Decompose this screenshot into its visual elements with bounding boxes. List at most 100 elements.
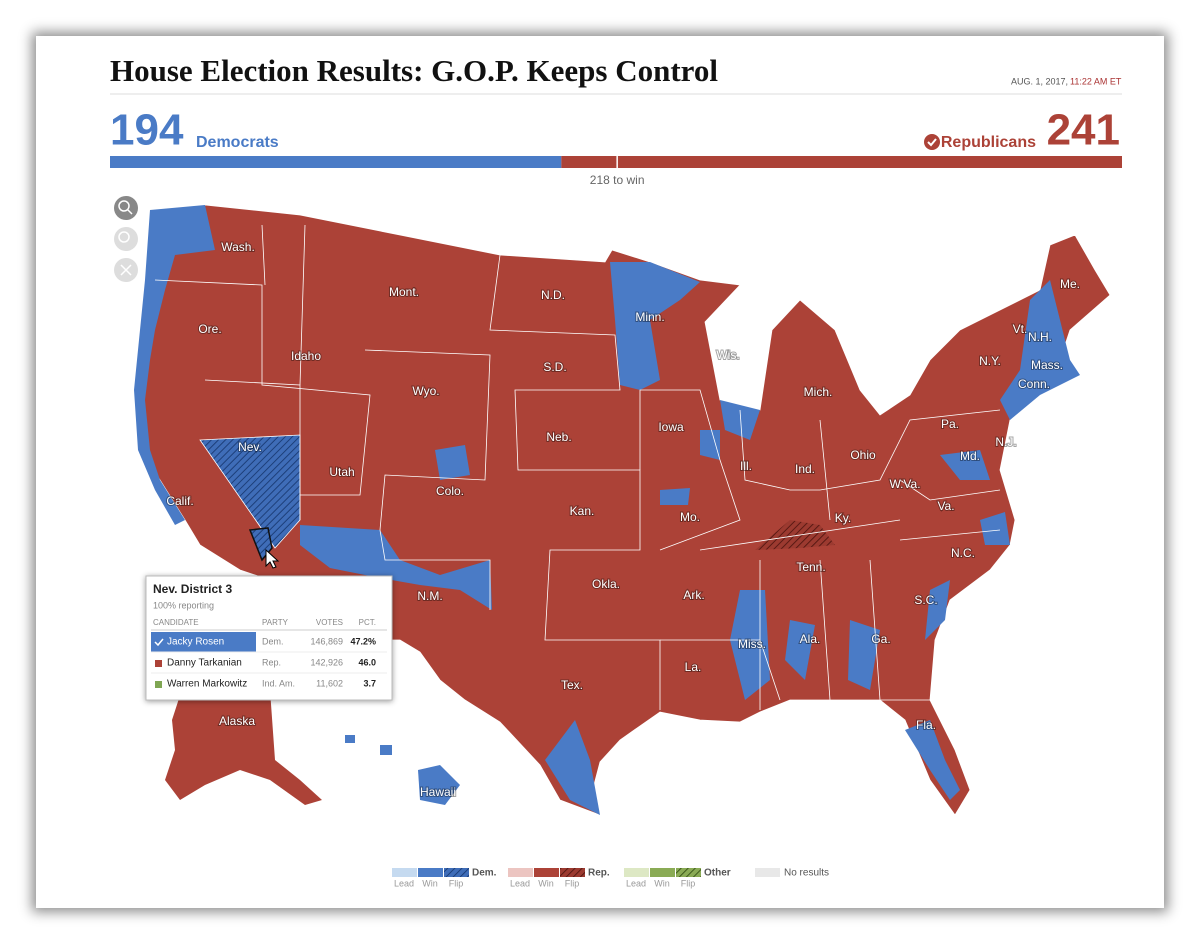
state-label: Wash. — [221, 240, 255, 254]
legend-swatch — [624, 868, 649, 877]
legend-item: Win — [538, 878, 554, 888]
legend-item: Win — [422, 878, 438, 888]
state-label: Minn. — [635, 310, 664, 324]
state-label: Mont. — [389, 285, 419, 299]
cell: Jacky Rosen — [167, 637, 224, 648]
legend-group: Dem. — [472, 868, 497, 879]
state-label: N.J. — [995, 435, 1016, 449]
legend-swatch — [650, 868, 675, 877]
flip-district — [755, 520, 835, 550]
legend-swatch — [676, 868, 701, 877]
rep-bar — [561, 156, 1122, 168]
time: 11:22 AM ET — [1070, 76, 1122, 86]
cell: 3.7 — [363, 678, 376, 688]
legend-swatch — [444, 868, 469, 877]
state-label: Mass. — [1031, 358, 1063, 372]
tooltip-reporting: 100% reporting — [153, 600, 214, 610]
state-label: Va. — [937, 499, 954, 513]
legend-item: Win — [654, 878, 670, 888]
legend-swatch — [392, 868, 417, 877]
check — [154, 638, 164, 647]
state-label: S.D. — [543, 360, 566, 374]
zoom-out[interactable] — [114, 227, 138, 251]
column-header: PARTY — [262, 618, 289, 627]
state-label: Nev. — [238, 440, 262, 454]
state-label: Wyo. — [412, 384, 439, 398]
majority-label: 218 to win — [590, 173, 645, 187]
state-label: N.Y. — [979, 354, 1001, 368]
state-label: Iowa — [658, 420, 684, 434]
dem-districts — [134, 205, 1080, 815]
column-header: VOTES — [316, 618, 343, 627]
legend-none: No results — [784, 868, 829, 879]
state-label: Neb. — [546, 430, 571, 444]
cell: 46.0 — [358, 657, 376, 667]
state-label: Ark. — [683, 588, 704, 602]
rep-seats: 241 — [1047, 106, 1120, 155]
legend-item: Flip — [681, 878, 696, 888]
state-label: Ore. — [198, 322, 221, 336]
state-label: Tenn. — [796, 560, 825, 574]
cell: Dem. — [262, 636, 284, 646]
legend-item: Flip — [449, 878, 464, 888]
highlight — [151, 632, 256, 652]
state-label: Pa. — [941, 417, 959, 431]
legend: Lead Win Flip Dem. Lead Win Flip Rep. Lead Win Fli… — [392, 868, 829, 888]
state-label: La. — [685, 660, 702, 674]
map: Wash. Ore. Calif. Nev. Idaho Mont. Wyo. Utah Col… — [134, 204, 1111, 816]
cell: 146,869 — [310, 636, 343, 646]
state-label: Ohio — [850, 448, 876, 462]
state-label: Me. — [1060, 277, 1080, 291]
state-label: Mich. — [804, 385, 833, 399]
state-label: Mo. — [680, 510, 700, 524]
dem-seats: 194 — [110, 106, 184, 155]
state-label: Conn. — [1018, 377, 1050, 391]
state-label: Ga. — [871, 632, 890, 646]
dem-bar — [110, 156, 562, 168]
state-label: Kan. — [570, 504, 595, 518]
state-label: Alaska — [219, 714, 255, 728]
cell: Danny Tarkanian — [167, 658, 242, 669]
cell: Rep. — [262, 657, 281, 667]
tooltip: Nev. District 3 100% reporting CANDIDATE… — [145, 575, 393, 701]
cell: 142,926 — [310, 657, 343, 667]
state-label: Md. — [960, 449, 980, 463]
zoom-controls[interactable] — [114, 196, 138, 282]
legend-swatch — [418, 868, 443, 877]
legend-swatch — [534, 868, 559, 877]
check-icon — [924, 134, 940, 150]
legend-item: Lead — [394, 878, 414, 888]
state-label: Ala. — [800, 632, 821, 646]
state-label: S.C. — [914, 593, 937, 607]
legend-group: Rep. — [588, 868, 610, 879]
state-label: Colo. — [436, 484, 464, 498]
zoom-in[interactable] — [114, 196, 138, 220]
state-label: Tex. — [561, 678, 583, 692]
alaska — [165, 680, 322, 805]
state-label: Vt. — [1013, 322, 1028, 336]
cursor — [265, 548, 280, 569]
party-swatch — [155, 681, 162, 688]
legend-swatch — [560, 868, 585, 877]
legend-item: Lead — [510, 878, 530, 888]
state-label: Ind. — [795, 462, 815, 476]
state-label: Calif. — [166, 494, 193, 508]
state-label: Idaho — [291, 349, 321, 363]
date: AUG. 1, 2017, — [1011, 76, 1068, 86]
state-borders — [154, 224, 1001, 710]
rep-label: Republicans — [941, 134, 1036, 151]
cell: 11,602 — [316, 678, 343, 688]
column-header: CANDIDATE — [153, 618, 199, 627]
state-label: Ky. — [835, 511, 851, 525]
tooltip-title: Nev. District 3 — [153, 582, 232, 596]
cell: Ind. Am. — [262, 678, 295, 688]
state-label: N.D. — [541, 288, 565, 302]
legend-swatch — [508, 868, 533, 877]
state-label: N.H. — [1028, 330, 1052, 344]
legend-swatch — [755, 868, 780, 877]
state-label: Wis. — [716, 348, 739, 362]
legend-item: Lead — [626, 878, 646, 888]
cell: Warren Markowitz — [167, 679, 247, 690]
state-label: Fla. — [916, 718, 936, 732]
